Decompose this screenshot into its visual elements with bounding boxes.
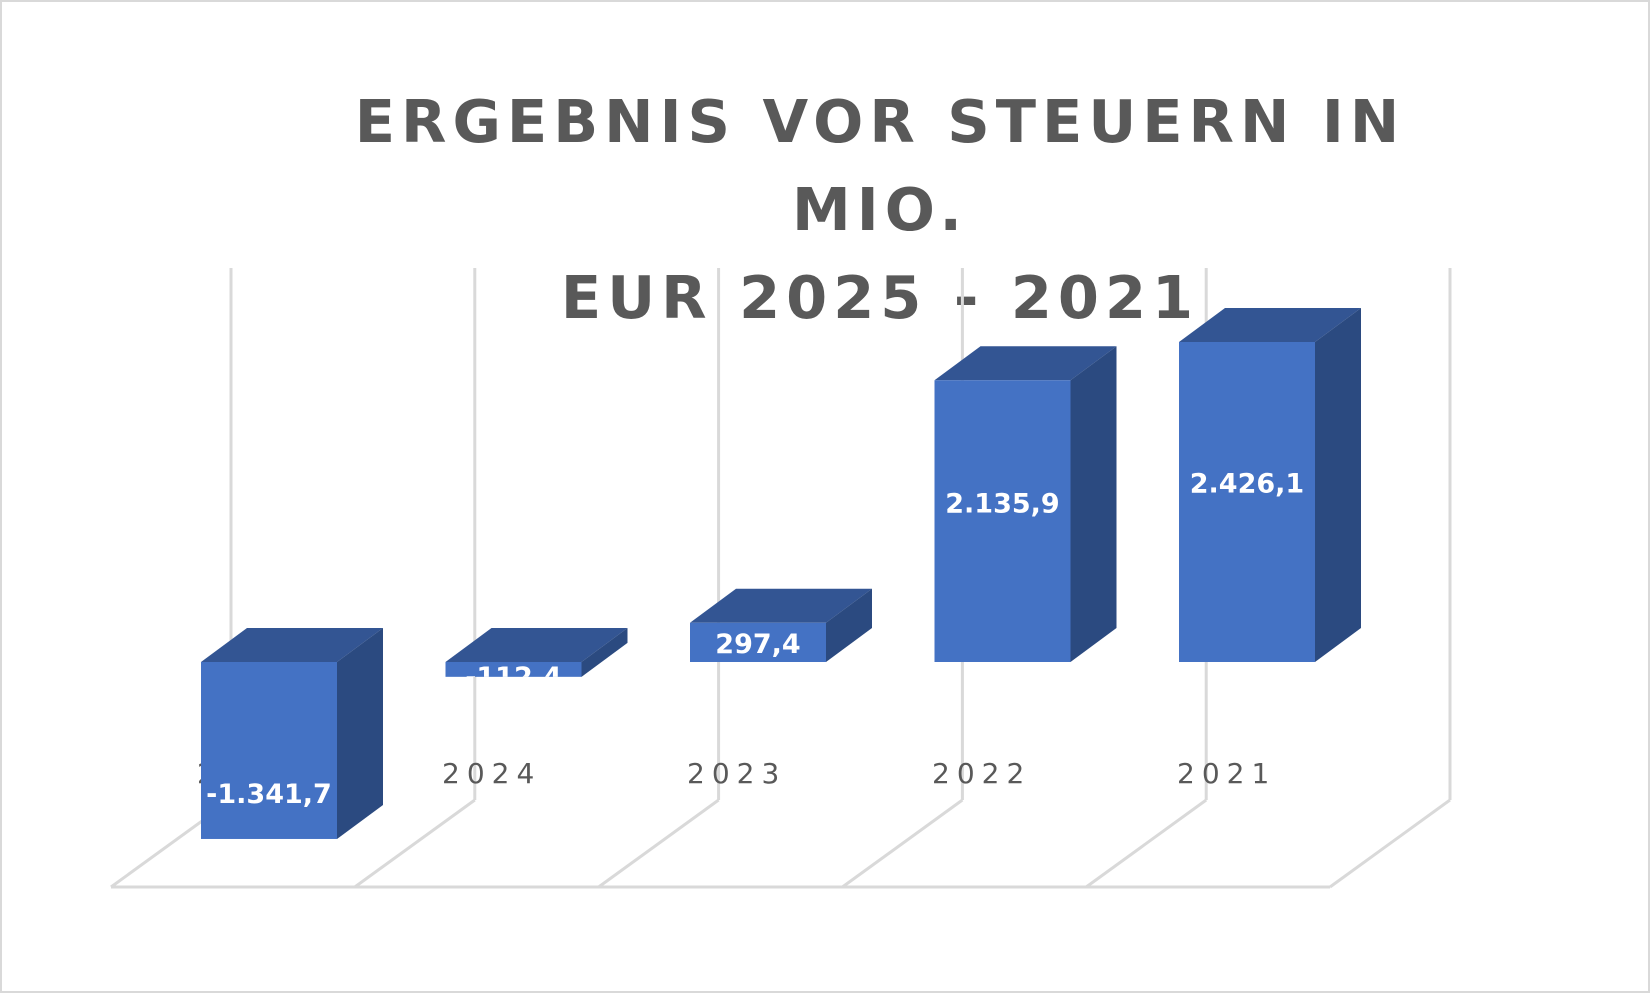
data-label: 2.426,1 — [1190, 468, 1304, 499]
gridline-floor — [1085, 798, 1208, 889]
bar-side-face — [1315, 308, 1361, 662]
data-label: -112,4 — [465, 662, 562, 693]
bar-front-face — [201, 662, 337, 839]
bar-top-face — [690, 588, 872, 623]
gridline-floor — [1329, 798, 1451, 889]
bar-top-face — [201, 628, 383, 662]
gridline-floor — [353, 798, 476, 889]
bar-2023: 297,4 — [690, 588, 872, 662]
chart-title-line-2: EUR 2025 - 2021 — [560, 263, 1200, 332]
bar-2024: -112,4 — [445, 628, 628, 693]
bar-top-face — [1179, 308, 1361, 342]
bar-front-face — [1179, 342, 1315, 662]
bar-side-face — [826, 588, 872, 662]
bar-2021: 2.426,1 — [1179, 308, 1361, 662]
bar-front-face — [934, 380, 1071, 662]
bar-2025: -1.341,7 — [201, 628, 383, 839]
bar-2022: 2.135,9 — [934, 346, 1117, 662]
data-label: 2.135,9 — [945, 489, 1059, 520]
category-label: 2021 — [1177, 757, 1276, 790]
bar-side-face — [337, 628, 383, 839]
category-label: 2023 — [687, 757, 786, 790]
gridline-floor — [841, 798, 964, 889]
chart-title-line-1: ERGEBNIS VOR STEUERN IN MIO. — [354, 87, 1406, 244]
category-label: 2024 — [442, 757, 541, 790]
category-label: 2022 — [932, 757, 1031, 790]
data-label: 297,4 — [715, 629, 800, 660]
bar-top-face — [934, 346, 1117, 381]
gridline-floor — [597, 798, 720, 889]
bar-top-face — [445, 628, 628, 662]
bar-side-face — [581, 628, 628, 677]
data-label: -1.341,7 — [206, 779, 332, 810]
chart-title: ERGEBNIS VOR STEUERN IN MIO. EUR 2025 - … — [330, 78, 1430, 342]
bar-front-face — [690, 622, 826, 662]
bar-front-face — [445, 662, 582, 677]
bar-side-face — [1070, 346, 1117, 662]
bar-series: -1.341,7 -112,4 297,4 2.135,9 2.426,1 — [201, 308, 1361, 839]
